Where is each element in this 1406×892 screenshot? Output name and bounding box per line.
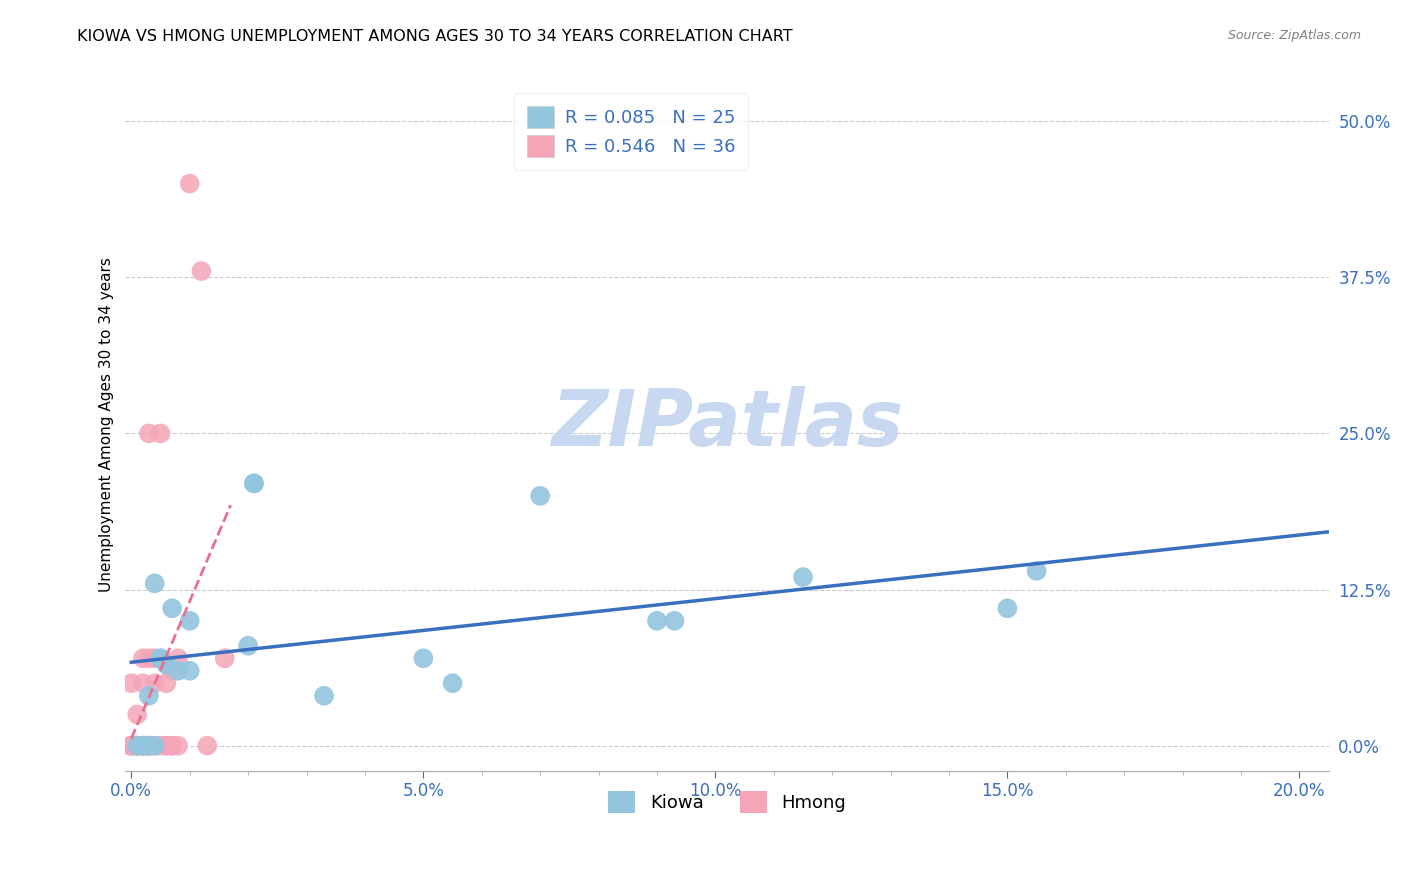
Point xyxy=(120,739,142,753)
Point xyxy=(127,739,149,753)
Point xyxy=(127,739,149,753)
Point xyxy=(155,657,177,672)
Point xyxy=(138,651,160,665)
Point xyxy=(143,651,166,665)
Legend: Kiowa, Hmong: Kiowa, Hmong xyxy=(598,780,856,824)
Point xyxy=(441,676,464,690)
Text: Source: ZipAtlas.com: Source: ZipAtlas.com xyxy=(1227,29,1361,42)
Point xyxy=(155,676,177,690)
Point xyxy=(160,739,183,753)
Point xyxy=(127,707,149,722)
Point xyxy=(179,177,201,191)
Point xyxy=(120,676,142,690)
Point xyxy=(179,664,201,678)
Point xyxy=(149,651,172,665)
Point xyxy=(127,739,149,753)
Point xyxy=(132,739,155,753)
Point xyxy=(149,426,172,441)
Point xyxy=(138,739,160,753)
Point xyxy=(149,651,172,665)
Point xyxy=(120,739,142,753)
Point xyxy=(645,614,668,628)
Point xyxy=(138,739,160,753)
Point xyxy=(214,651,236,665)
Point xyxy=(160,739,183,753)
Point xyxy=(243,476,266,491)
Point xyxy=(167,651,190,665)
Point xyxy=(167,739,190,753)
Point xyxy=(143,676,166,690)
Point xyxy=(138,689,160,703)
Y-axis label: Unemployment Among Ages 30 to 34 years: Unemployment Among Ages 30 to 34 years xyxy=(100,257,114,591)
Point xyxy=(132,676,155,690)
Point xyxy=(195,739,218,753)
Point xyxy=(143,576,166,591)
Point xyxy=(138,739,160,753)
Point xyxy=(997,601,1019,615)
Point xyxy=(792,570,814,584)
Point xyxy=(179,614,201,628)
Text: ZIPatlas: ZIPatlas xyxy=(551,386,903,462)
Point xyxy=(664,614,686,628)
Point xyxy=(132,739,155,753)
Point xyxy=(155,739,177,753)
Point xyxy=(143,739,166,753)
Point xyxy=(155,739,177,753)
Point xyxy=(138,739,160,753)
Point xyxy=(132,651,155,665)
Point xyxy=(138,426,160,441)
Point xyxy=(529,489,551,503)
Point xyxy=(167,664,190,678)
Point xyxy=(138,739,160,753)
Point xyxy=(312,689,335,703)
Point xyxy=(132,739,155,753)
Point xyxy=(1025,564,1047,578)
Point xyxy=(120,739,142,753)
Point xyxy=(160,601,183,615)
Point xyxy=(149,739,172,753)
Point xyxy=(132,739,155,753)
Point xyxy=(127,739,149,753)
Point xyxy=(412,651,434,665)
Point xyxy=(190,264,212,278)
Text: KIOWA VS HMONG UNEMPLOYMENT AMONG AGES 30 TO 34 YEARS CORRELATION CHART: KIOWA VS HMONG UNEMPLOYMENT AMONG AGES 3… xyxy=(77,29,793,44)
Point xyxy=(160,664,183,678)
Point xyxy=(236,639,259,653)
Point xyxy=(143,739,166,753)
Point xyxy=(243,476,266,491)
